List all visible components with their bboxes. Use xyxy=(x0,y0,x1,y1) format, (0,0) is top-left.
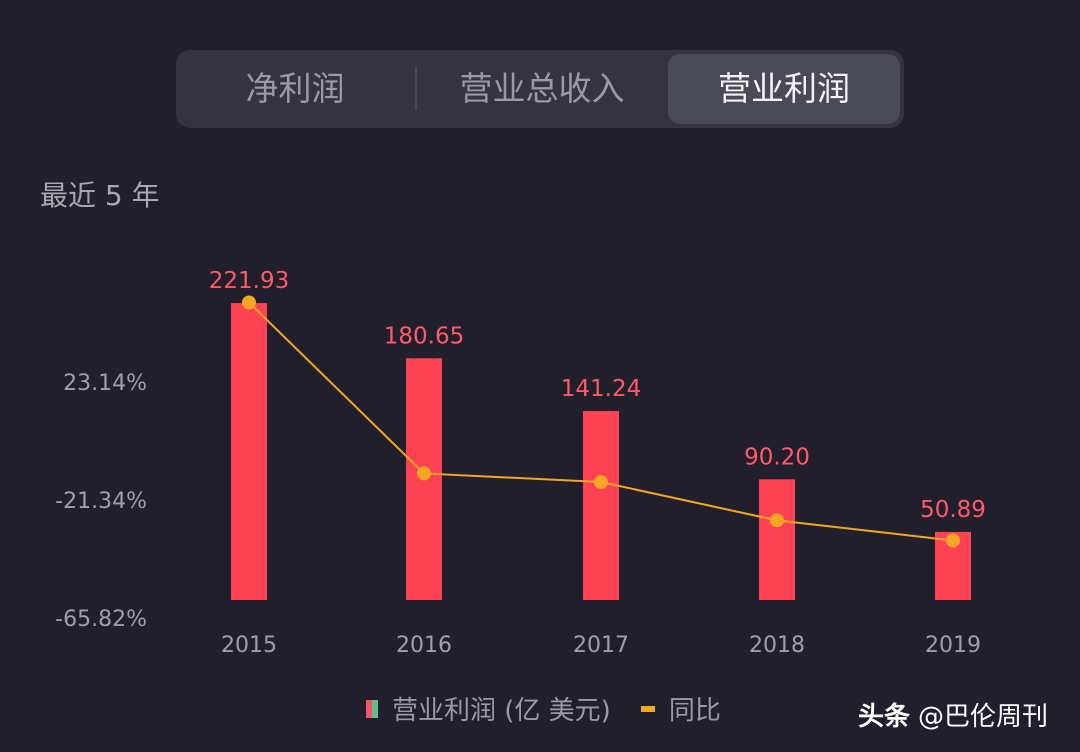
legend: 营业利润 (亿 美元) 同比 xyxy=(366,690,721,727)
tab-net-profit[interactable]: 净利润 xyxy=(245,69,345,108)
y-tick-label: -21.34% xyxy=(55,489,147,514)
period-label: 最近 5 年 xyxy=(40,179,160,212)
tab-total-revenue[interactable]: 营业总收入 xyxy=(459,69,625,108)
y-tick-label: -65.82% xyxy=(55,607,147,632)
tab-operating-profit[interactable]: 营业利润 xyxy=(668,54,900,124)
bar xyxy=(583,411,619,600)
tab-divider xyxy=(415,68,417,110)
bar-value-label: 141.24 xyxy=(561,376,641,402)
yoy-point xyxy=(242,295,256,310)
bar-value-label: 221.93 xyxy=(209,268,289,294)
x-tick-label: 2016 xyxy=(396,633,452,658)
y-tick-label: 23.14% xyxy=(63,371,147,396)
bar xyxy=(759,479,795,600)
yoy-point xyxy=(946,533,960,548)
legend-bar-label[interactable]: 营业利润 (亿 美元) xyxy=(392,696,611,726)
metric-tabs: 净利润 营业总收入 营业利润 xyxy=(176,50,904,128)
legend-line-swatch xyxy=(640,705,655,712)
x-tick-label: 2015 xyxy=(221,633,277,658)
watermark-brand: 头条 xyxy=(858,702,911,732)
legend-line-label[interactable]: 同比 xyxy=(668,696,721,726)
bar xyxy=(231,303,267,600)
bar-value-label: 50.89 xyxy=(920,497,986,523)
bar-value-label: 90.20 xyxy=(744,444,810,470)
legend-bar-swatch xyxy=(366,699,378,718)
yoy-point xyxy=(770,513,784,528)
x-tick-label: 2019 xyxy=(925,633,981,658)
yoy-point xyxy=(417,466,431,481)
watermark: 头条 @巴伦周刊 xyxy=(858,696,1048,733)
watermark-handle: @巴伦周刊 xyxy=(918,702,1049,732)
x-tick-label: 2017 xyxy=(573,633,629,658)
yoy-point xyxy=(594,475,608,490)
bar-value-label: 180.65 xyxy=(384,323,464,349)
x-tick-label: 2018 xyxy=(749,633,805,658)
